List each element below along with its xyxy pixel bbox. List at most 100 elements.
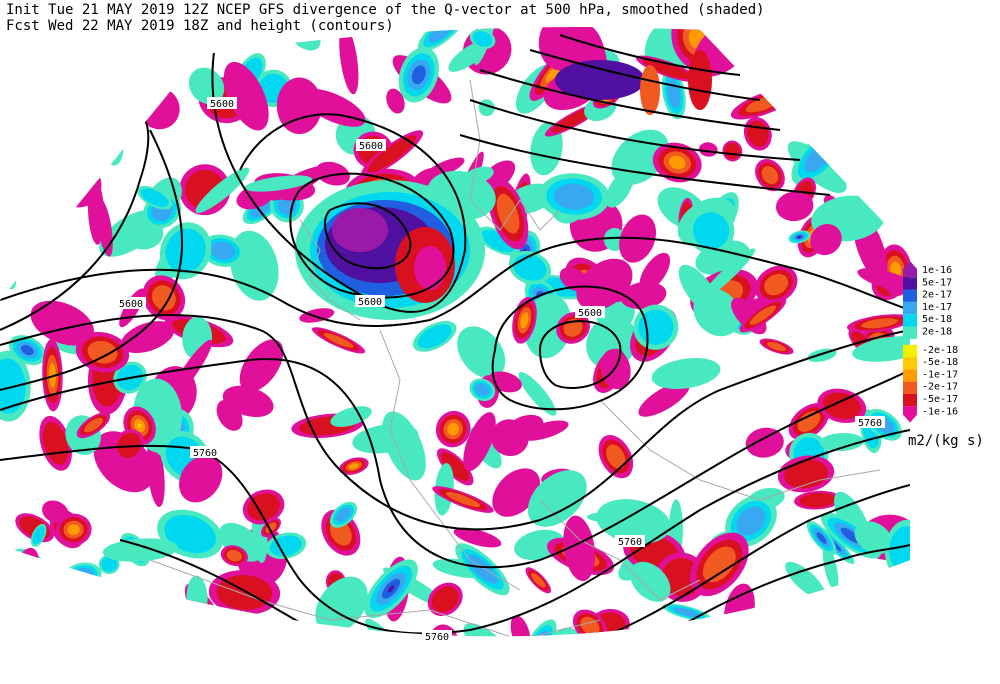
shade-blob xyxy=(472,31,493,47)
shade-blob xyxy=(77,103,99,124)
shade-blob xyxy=(828,66,857,94)
shade-blob xyxy=(693,212,730,250)
shade-blob xyxy=(102,538,178,562)
shade-blob xyxy=(67,524,80,536)
shade-blob xyxy=(807,348,837,362)
contour-label: 5760 xyxy=(425,632,449,643)
shade-blob xyxy=(43,624,62,637)
contour-label: 5600 xyxy=(359,141,383,152)
coastline xyxy=(599,399,881,501)
shade-blob xyxy=(673,607,701,618)
shade-blob xyxy=(861,318,898,329)
colorbar-box xyxy=(903,369,917,382)
label-bg xyxy=(355,295,385,307)
shade-blob xyxy=(518,372,557,416)
header-line: Init Tue 21 MAY 2019 12Z NCEP GFS diverg… xyxy=(6,2,765,18)
shade-blob xyxy=(0,63,25,81)
shade-blob xyxy=(6,93,33,114)
shade-blob xyxy=(108,86,138,105)
shade-blob xyxy=(632,635,674,637)
shade-blob xyxy=(0,252,17,290)
coastline xyxy=(539,499,701,601)
shade-blob xyxy=(668,155,686,170)
contour xyxy=(0,119,150,331)
label-bg xyxy=(116,297,146,309)
shade-blob xyxy=(445,492,481,507)
shade-blob xyxy=(77,77,109,138)
shade-blob xyxy=(605,170,634,208)
shade-blob xyxy=(447,422,460,436)
shade-blob xyxy=(44,102,84,132)
contour xyxy=(0,358,910,569)
contour-label: 5600 xyxy=(578,308,602,319)
shade-blob xyxy=(596,499,671,544)
shade-blob xyxy=(179,455,223,503)
shade-blob xyxy=(223,61,269,131)
shade-blob xyxy=(96,99,121,158)
shade-blob xyxy=(51,633,54,637)
colorbar-box xyxy=(903,344,917,358)
shade-blob xyxy=(555,60,645,100)
shade-blob xyxy=(330,406,372,427)
shade-blob xyxy=(387,585,395,593)
contour xyxy=(0,236,910,327)
shade-blob xyxy=(851,161,868,177)
shade-blob xyxy=(872,640,929,657)
shade-blob xyxy=(87,340,118,364)
shade-blob xyxy=(492,468,541,517)
shade-blob xyxy=(822,392,861,420)
shade-blob xyxy=(40,90,115,143)
shade-blob xyxy=(165,228,206,274)
colorbar-box xyxy=(903,301,917,315)
shade-blob xyxy=(873,38,903,63)
shade-blob xyxy=(678,264,721,317)
shade-blob xyxy=(32,526,45,545)
shade-blob xyxy=(688,50,712,110)
shade-blob xyxy=(639,252,671,292)
shade-blob xyxy=(10,555,36,608)
shade-blob xyxy=(250,201,271,218)
shade-blob xyxy=(210,241,236,260)
contour-label: 5600 xyxy=(119,299,143,310)
shade-blob xyxy=(225,632,276,637)
shade-blob xyxy=(745,635,763,637)
shade-blob xyxy=(315,161,350,186)
header-line: Fcst Wed 22 MAY 2019 18Z and height (con… xyxy=(6,18,394,34)
shade-blob xyxy=(798,236,801,238)
colorbar: 1e-165e-172e-171e-175e-182e-18-2e-18-5e-… xyxy=(903,261,984,449)
shade-blob xyxy=(531,573,546,588)
shade-blob xyxy=(642,58,691,80)
contour-label: 5760 xyxy=(193,448,217,459)
shade-blob xyxy=(880,642,921,654)
shade-blob xyxy=(84,417,103,433)
colorbar-box xyxy=(903,289,917,302)
shade-blob xyxy=(417,324,452,349)
contour xyxy=(469,99,801,161)
shade-blob xyxy=(1,65,21,79)
shade-blob xyxy=(265,522,277,533)
colorbar-arrow xyxy=(903,406,917,423)
shade-blob xyxy=(606,444,626,469)
shade-blob xyxy=(269,535,302,557)
shade-blob xyxy=(41,583,65,603)
shade-blob xyxy=(600,348,631,390)
shade-blob xyxy=(138,87,180,130)
colorbar-label: -2e-18 xyxy=(922,345,958,356)
colorbar-label: -2e-17 xyxy=(922,382,958,393)
shade-blob xyxy=(411,65,426,85)
contour xyxy=(599,544,910,637)
shade-blob xyxy=(846,156,873,181)
shade-blob xyxy=(48,362,56,388)
shade-blob xyxy=(335,507,352,523)
shade-blob xyxy=(785,561,826,600)
shade-blob xyxy=(38,98,90,136)
shade-blob xyxy=(816,532,827,544)
shade-blob xyxy=(630,637,676,680)
coastline xyxy=(149,559,601,637)
shade-blob xyxy=(129,643,170,677)
label-bg xyxy=(615,535,645,547)
shade-blob xyxy=(80,105,97,122)
contour xyxy=(324,202,412,270)
shade-blob xyxy=(140,188,169,207)
shade-blob xyxy=(195,167,250,214)
